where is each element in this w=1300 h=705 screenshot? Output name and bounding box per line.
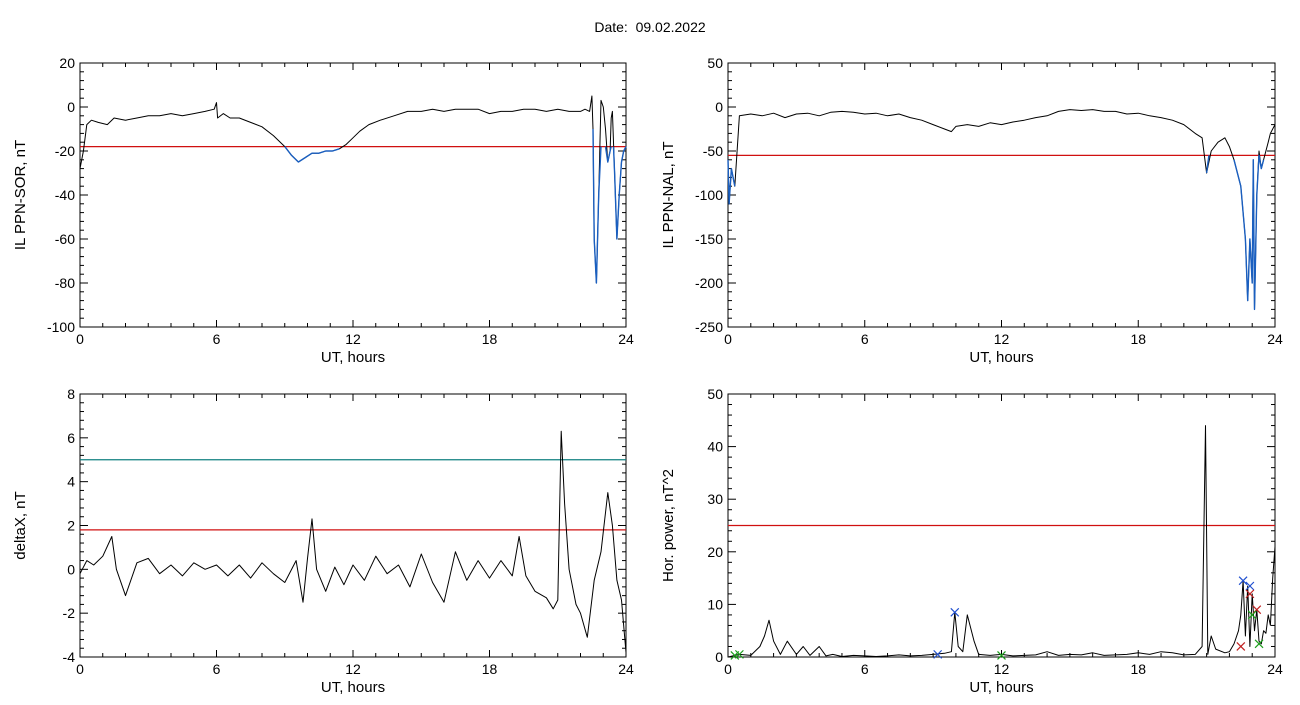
x-marker	[1238, 576, 1248, 586]
y-tick-label: 50	[707, 386, 723, 402]
x-marker-stroke	[1245, 589, 1255, 599]
y-tick-label: -200	[695, 275, 723, 291]
x-tick-label: 0	[724, 331, 732, 347]
x-tick-label: 6	[213, 661, 221, 677]
y-tick-label: 40	[707, 439, 723, 455]
y-tick-label: -50	[703, 143, 723, 159]
y-tick-label: -40	[55, 187, 75, 203]
series-line-3	[1233, 154, 1265, 311]
panel-top-left: 0 6 12 18 24 20 0 -20 -40 -60 -80 -100 UT, hours IL P…	[12, 55, 634, 366]
x-tick-label: 18	[1130, 661, 1146, 677]
x-marker-stroke	[950, 607, 960, 617]
panel-bottom-left: 0 6 12 18 24 8 6 4 2 0 -2 -4 UT, hours deltaX, nT	[12, 386, 634, 696]
figure-title: Date: 09.02.2022	[594, 19, 706, 35]
x-marker-stroke	[1247, 610, 1257, 620]
y-tick-label: -80	[55, 275, 75, 291]
y-tick-label: -2	[63, 605, 76, 621]
y-tick-label: -4	[63, 649, 76, 665]
x-tick-label: 6	[861, 661, 869, 677]
x-marker	[1247, 610, 1257, 620]
x-tick-label: 0	[76, 661, 84, 677]
x-tick-label: 6	[213, 331, 221, 347]
y-tick-label: -150	[695, 231, 723, 247]
y-tick-label: 20	[59, 55, 75, 71]
y-tick-label: -60	[55, 231, 75, 247]
panel-top-right: 0 6 12 18 24 50 0 -50 -100 -150 -200 -250 UT, hours I…	[660, 55, 1283, 366]
panel-bottom-right: 0 6 12 18 24 50 40 30 20 10 0 UT, hours Hor. power, …	[660, 386, 1283, 696]
x-tick-label: 6	[861, 331, 869, 347]
y-tick-label: 4	[67, 474, 75, 490]
x-marker-stroke	[1254, 639, 1264, 649]
y-axis-label: Hor. power, nT^2	[660, 469, 677, 582]
x-axis-label: UT, hours	[969, 349, 1033, 366]
y-tick-label: -100	[695, 187, 723, 203]
x-marker-stroke	[933, 649, 943, 659]
y-tick-label: 0	[67, 99, 75, 115]
series-line-2	[1205, 155, 1210, 174]
x-marker	[1254, 639, 1264, 649]
plot-frame	[727, 62, 1276, 328]
x-marker	[1245, 589, 1255, 599]
x-marker	[997, 650, 1006, 660]
x-marker	[1245, 581, 1255, 591]
x-tick-label: 18	[482, 331, 498, 347]
y-tick-label: 30	[707, 491, 723, 507]
x-marker	[950, 607, 960, 617]
x-tick-label: 18	[482, 661, 498, 677]
y-axis-label: IL PPN-NAL, nT	[660, 142, 677, 249]
x-marker	[734, 649, 744, 659]
series-line-0	[79, 95, 627, 284]
y-tick-label: 20	[707, 544, 723, 560]
y-tick-label: 2	[67, 518, 75, 534]
y-axis-label: IL PPN-SOR, nT	[12, 140, 29, 250]
x-marker-stroke	[997, 650, 1006, 660]
series-line-1	[727, 159, 736, 205]
x-marker-stroke	[1236, 642, 1246, 651]
plot-frame	[79, 62, 627, 328]
x-tick-label: 24	[618, 331, 634, 347]
x-tick-label: 0	[76, 331, 84, 347]
series-line-3	[604, 146, 612, 163]
y-tick-label: 0	[67, 561, 75, 577]
series-line-0	[727, 109, 1276, 310]
x-tick-label: 12	[994, 331, 1010, 347]
x-tick-label: 24	[1267, 331, 1283, 347]
y-tick-label: -20	[55, 143, 75, 159]
y-tick-label: 6	[67, 430, 75, 446]
y-tick-label: 8	[67, 386, 75, 402]
x-tick-label: 18	[1130, 331, 1146, 347]
y-tick-label: 0	[715, 99, 723, 115]
x-tick-label: 24	[618, 661, 634, 677]
x-axis-label: UT, hours	[969, 679, 1033, 696]
series-line-2	[592, 128, 602, 284]
series-line-0	[727, 425, 1276, 658]
y-tick-label: -100	[47, 319, 75, 335]
plot-frame	[79, 393, 627, 658]
series-line-4	[612, 146, 627, 240]
series-line-1	[284, 146, 340, 163]
x-marker-stroke	[734, 649, 744, 659]
y-axis-label: deltaX, nT	[12, 491, 29, 559]
y-tick-label: -250	[695, 319, 723, 335]
x-axis-label: UT, hours	[321, 349, 385, 366]
x-marker-stroke	[1245, 581, 1255, 591]
x-marker-stroke	[1238, 576, 1248, 586]
y-tick-label: 10	[707, 596, 723, 612]
x-tick-label: 12	[345, 331, 361, 347]
x-tick-label: 24	[1267, 661, 1283, 677]
x-tick-label: 12	[994, 661, 1010, 677]
y-tick-label: 0	[715, 649, 723, 665]
x-tick-label: 12	[345, 661, 361, 677]
x-marker	[933, 649, 943, 659]
y-tick-label: 50	[707, 55, 723, 71]
x-tick-label: 0	[724, 661, 732, 677]
x-axis-label: UT, hours	[321, 679, 385, 696]
x-marker	[1236, 642, 1246, 651]
series-line-0	[79, 430, 627, 653]
